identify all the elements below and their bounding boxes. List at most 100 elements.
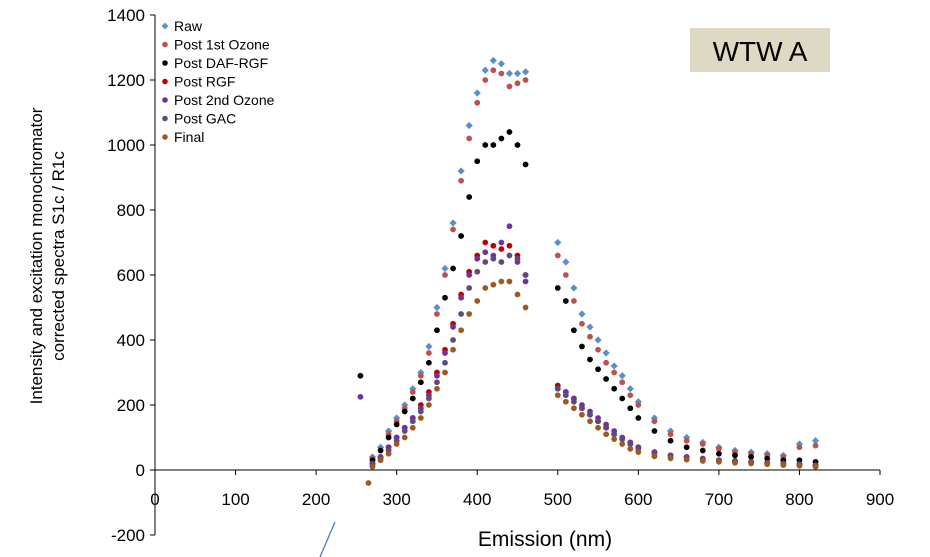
series-4 xyxy=(369,239,819,469)
data-point xyxy=(401,434,408,441)
y-tick-label: 200 xyxy=(117,396,145,415)
data-point xyxy=(570,284,578,292)
data-point xyxy=(579,320,585,327)
x-tick-label: 300 xyxy=(382,490,410,509)
data-point xyxy=(626,385,634,393)
legend-label: Raw xyxy=(174,18,203,34)
data-point xyxy=(377,457,384,464)
data-point xyxy=(586,323,594,331)
legend-label: Post 1st Ozone xyxy=(174,37,270,53)
x-tick-label: 500 xyxy=(544,490,572,509)
y-tick-label: 600 xyxy=(117,266,145,285)
data-point xyxy=(425,395,432,402)
legend-marker xyxy=(162,60,168,66)
data-point xyxy=(506,83,513,90)
data-points xyxy=(357,56,820,486)
legend-label: Post 2nd Ozone xyxy=(174,92,275,108)
data-point xyxy=(554,285,561,291)
data-point xyxy=(812,442,819,449)
legend-item: Post DAF-RGF xyxy=(162,55,268,71)
data-point xyxy=(587,418,593,425)
data-point xyxy=(482,239,489,246)
data-point xyxy=(651,418,658,425)
data-point xyxy=(481,66,489,74)
data-point xyxy=(635,449,642,456)
legend: Raw Post 1st Ozone Post DAF-RGF Post RGF Pos… xyxy=(161,18,275,145)
data-point xyxy=(579,405,585,412)
data-point xyxy=(409,395,416,402)
data-point xyxy=(466,272,473,278)
data-point xyxy=(635,402,642,408)
data-point xyxy=(377,447,384,454)
data-point xyxy=(651,428,658,434)
x-tick-label: 600 xyxy=(624,490,652,509)
data-point xyxy=(570,298,577,304)
data-point xyxy=(667,431,674,438)
x-axis-label: Emission (nm) xyxy=(478,528,612,551)
data-point xyxy=(627,441,634,447)
data-point xyxy=(433,303,441,312)
data-point xyxy=(715,445,722,452)
data-point xyxy=(522,278,529,285)
data-point xyxy=(490,281,497,288)
data-point xyxy=(425,402,432,408)
data-point xyxy=(699,441,706,447)
data-point xyxy=(441,264,449,273)
data-point xyxy=(699,447,706,454)
data-point xyxy=(442,350,448,356)
data-point xyxy=(409,389,416,395)
data-point xyxy=(442,369,448,376)
data-point xyxy=(474,255,481,262)
data-point xyxy=(417,415,424,421)
data-point xyxy=(450,337,456,343)
legend-marker xyxy=(162,78,168,85)
data-point xyxy=(458,233,465,239)
data-point xyxy=(434,372,440,379)
data-point xyxy=(811,437,820,445)
data-point xyxy=(715,450,722,457)
data-point xyxy=(514,291,521,298)
data-point xyxy=(611,431,618,438)
badge-background xyxy=(690,28,830,72)
data-point xyxy=(506,252,513,259)
data-point xyxy=(434,327,440,334)
data-point xyxy=(611,385,618,392)
data-point xyxy=(498,70,505,77)
data-point xyxy=(417,379,424,386)
data-point xyxy=(482,77,489,83)
data-point xyxy=(651,453,658,460)
data-point xyxy=(570,405,577,412)
data-point xyxy=(513,69,522,78)
x-tick-label: 800 xyxy=(785,490,813,509)
data-point xyxy=(409,424,416,431)
data-point xyxy=(434,311,440,317)
badge-text: WTW A xyxy=(713,36,808,67)
data-point xyxy=(450,226,456,233)
data-point xyxy=(466,311,473,317)
data-point xyxy=(619,441,626,447)
data-point xyxy=(490,142,497,148)
data-point xyxy=(466,135,473,142)
data-point xyxy=(627,392,634,399)
data-point xyxy=(522,304,529,311)
tick-labels: -200 0 200 400 600 800 1000 1200 1400 0 100 200 300 4… xyxy=(107,6,894,545)
x-tick-label: 700 xyxy=(705,490,733,509)
data-point xyxy=(748,454,755,460)
data-point xyxy=(465,121,473,130)
data-point xyxy=(715,458,722,465)
legend-label: Final xyxy=(174,129,204,145)
data-point xyxy=(357,372,364,379)
data-point xyxy=(603,376,610,382)
data-point xyxy=(489,56,497,65)
data-point xyxy=(602,349,610,357)
data-point xyxy=(506,242,513,249)
data-point xyxy=(619,379,626,386)
data-point xyxy=(732,452,738,459)
data-point xyxy=(357,393,364,400)
data-point xyxy=(498,259,505,265)
data-point xyxy=(474,268,481,275)
data-point xyxy=(521,68,530,76)
y-tick-label: 0 xyxy=(136,461,145,480)
data-point xyxy=(562,298,569,304)
